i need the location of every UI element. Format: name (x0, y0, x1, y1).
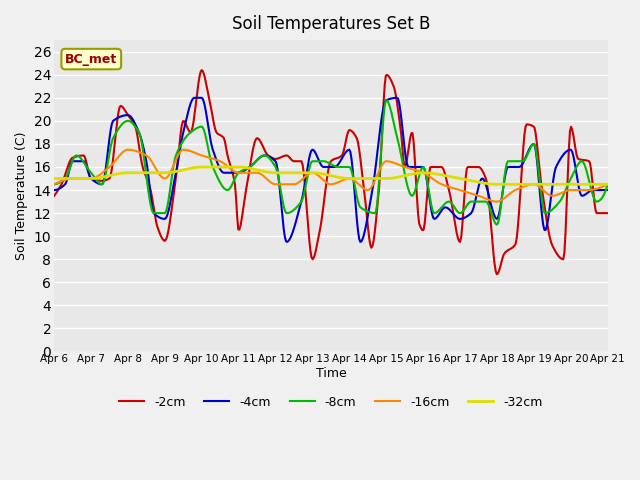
-8cm (593, 199, 600, 204)
-8cm (604, 181, 612, 187)
-2cm (351, 132, 358, 138)
-32cm (506, 181, 514, 187)
-16cm (493, 199, 500, 204)
Text: BC_met: BC_met (65, 53, 117, 66)
-16cm (593, 186, 600, 192)
-16cm (604, 181, 612, 187)
-4cm (356, 239, 364, 245)
-8cm (380, 114, 387, 120)
-32cm (199, 164, 207, 170)
-2cm (593, 210, 600, 216)
Line: -8cm: -8cm (54, 100, 608, 225)
-16cm (51, 181, 58, 187)
-4cm (317, 163, 325, 168)
-32cm (51, 176, 58, 181)
-8cm (313, 158, 321, 164)
-4cm (314, 156, 322, 162)
-8cm (383, 97, 391, 103)
-2cm (51, 193, 58, 199)
-32cm (494, 181, 502, 187)
-8cm (317, 158, 324, 164)
-32cm (381, 176, 388, 181)
-2cm (198, 67, 205, 73)
-32cm (351, 176, 358, 181)
-16cm (314, 172, 322, 178)
-16cm (317, 176, 325, 181)
Line: -4cm: -4cm (54, 98, 608, 242)
X-axis label: Time: Time (316, 367, 346, 380)
Line: -16cm: -16cm (54, 150, 608, 202)
Line: -2cm: -2cm (54, 70, 608, 274)
-4cm (604, 187, 612, 193)
-32cm (593, 181, 600, 187)
-4cm (593, 187, 600, 193)
-16cm (125, 147, 132, 153)
-16cm (351, 178, 358, 184)
-8cm (51, 181, 58, 187)
-8cm (493, 222, 500, 228)
-4cm (351, 191, 358, 197)
-8cm (350, 177, 358, 182)
-2cm (314, 236, 322, 242)
-4cm (51, 187, 58, 193)
-8cm (506, 158, 514, 164)
-2cm (604, 210, 612, 216)
-16cm (381, 159, 388, 165)
-32cm (317, 171, 325, 177)
-2cm (506, 246, 514, 252)
-4cm (191, 95, 199, 101)
Y-axis label: Soil Temperature (C): Soil Temperature (C) (15, 132, 28, 260)
-2cm (317, 218, 325, 224)
-16cm (506, 191, 514, 196)
-2cm (493, 271, 500, 277)
-32cm (314, 170, 322, 176)
-2cm (381, 82, 388, 88)
-4cm (382, 97, 390, 103)
Legend: -2cm, -4cm, -8cm, -16cm, -32cm: -2cm, -4cm, -8cm, -16cm, -32cm (114, 391, 548, 414)
Title: Soil Temperatures Set B: Soil Temperatures Set B (232, 15, 430, 33)
-4cm (506, 164, 514, 170)
-32cm (604, 181, 612, 187)
Line: -32cm: -32cm (54, 167, 608, 184)
